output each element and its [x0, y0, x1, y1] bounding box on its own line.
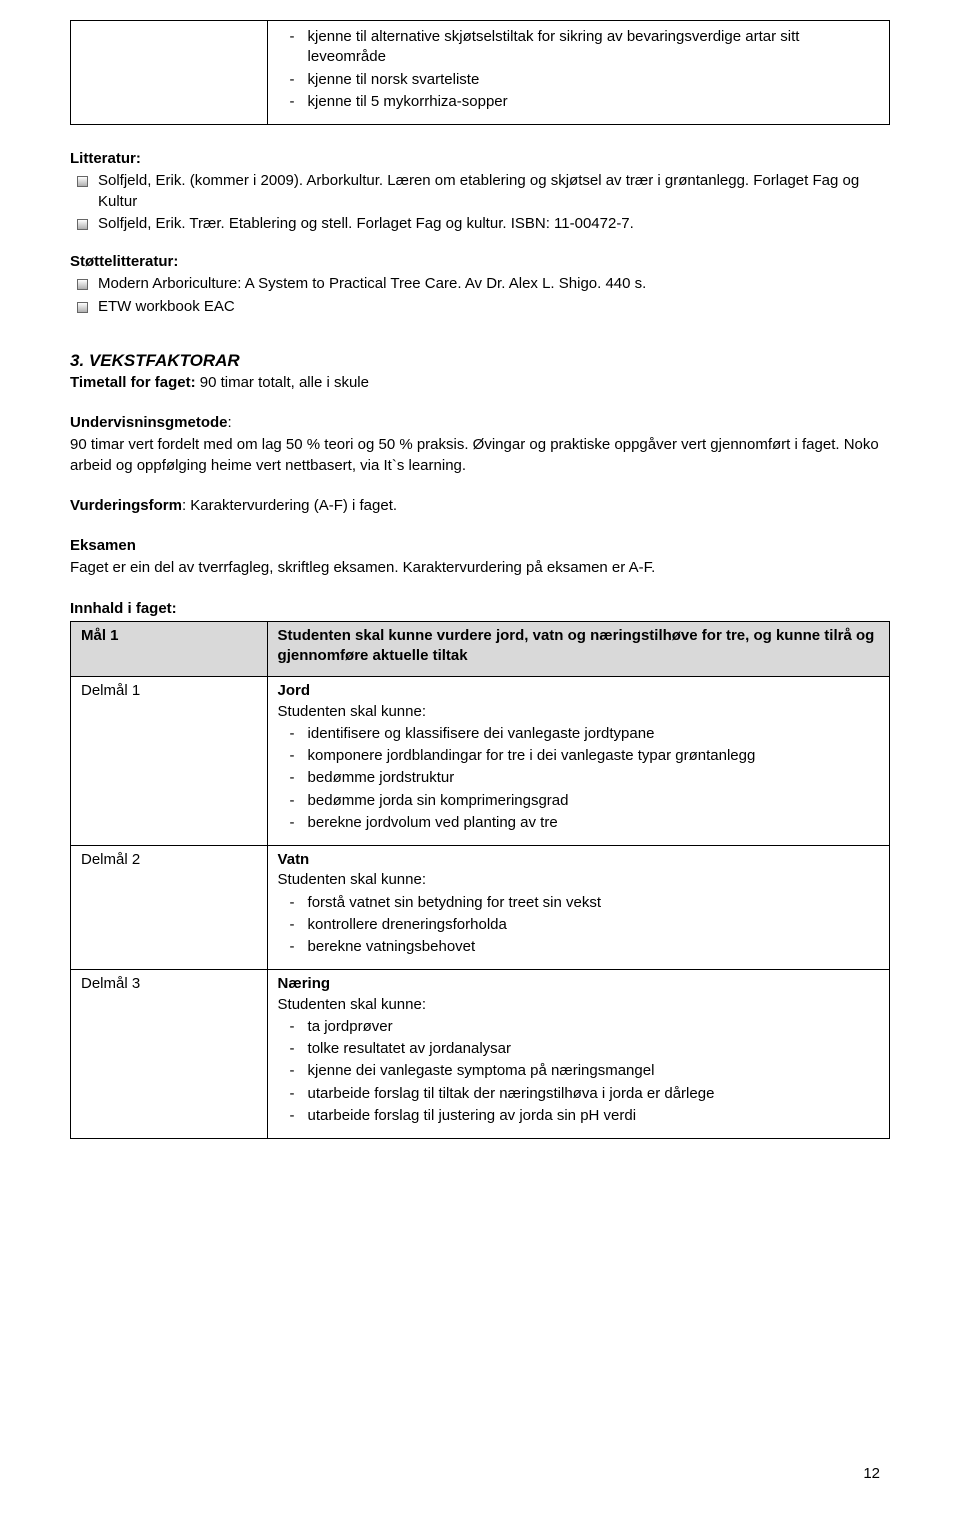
timetall-label: Timetall for faget: [70, 374, 196, 391]
stotte-item: Modern Arboriculture: A System to Practi… [70, 274, 890, 294]
delmal1-item: berekne jordvolum ved planting av tre [278, 813, 879, 833]
delmal2-row: Delmål 2 Vatn Studenten skal kunne: fors… [71, 846, 890, 970]
mal1-right: Studenten skal kunne vurdere jord, vatn … [267, 621, 889, 677]
top-box-item: kjenne til alternative skjøtselstiltak f… [278, 27, 879, 68]
delmal1-item: bedømme jordstruktur [278, 768, 879, 788]
delmal3-title: Næring [278, 974, 879, 994]
delmal2-lead: Studenten skal kunne: [278, 870, 879, 890]
delmal1-title: Jord [278, 681, 879, 701]
litteratur-item: Solfjeld, Erik. (kommer i 2009). Arborku… [70, 171, 890, 212]
timetall-text: 90 timar totalt, alle i skule [196, 374, 369, 391]
goal-header-row: Mål 1 Studenten skal kunne vurdere jord,… [71, 621, 890, 677]
delmal1-list: identifisere og klassifisere dei vanlega… [278, 724, 879, 833]
top-box-left-cell [71, 21, 268, 125]
delmal2-left: Delmål 2 [71, 846, 268, 970]
eksamen-text: Faget er ein del av tverrfagleg, skriftl… [70, 558, 890, 578]
delmal3-lead: Studenten skal kunne: [278, 995, 879, 1015]
top-box-list: kjenne til alternative skjøtselstiltak f… [278, 27, 879, 112]
delmal3-row: Delmål 3 Næring Studenten skal kunne: ta… [71, 970, 890, 1139]
top-box-table: kjenne til alternative skjøtselstiltak f… [70, 20, 890, 125]
section3-heading: 3. VEKSTFAKTORAR [70, 351, 890, 371]
document-page: kjenne til alternative skjøtselstiltak f… [0, 0, 960, 1522]
delmal3-item: kjenne dei vanlegaste symptoma på næring… [278, 1061, 879, 1081]
delmal2-title: Vatn [278, 850, 879, 870]
litteratur-heading: Litteratur: [70, 149, 890, 169]
goals-table: Mål 1 Studenten skal kunne vurdere jord,… [70, 621, 890, 1139]
undervisning-label: Undervisninsgmetode [70, 414, 228, 431]
stotte-section: Støttelitteratur: Modern Arboriculture: … [70, 252, 890, 317]
litteratur-item: Solfjeld, Erik. Trær. Etablering og stel… [70, 214, 890, 234]
litteratur-section: Litteratur: Solfjeld, Erik. (kommer i 20… [70, 149, 890, 234]
litteratur-list: Solfjeld, Erik. (kommer i 2009). Arborku… [70, 171, 890, 234]
delmal2-item: forstå vatnet sin betydning for treet si… [278, 893, 879, 913]
page-number: 12 [863, 1465, 880, 1482]
delmal1-item: komponere jordblandingar for tre i dei v… [278, 746, 879, 766]
top-box-item: kjenne til norsk svarteliste [278, 70, 879, 90]
delmal3-list: ta jordprøver tolke resultatet av jordan… [278, 1017, 879, 1126]
undervisning-label-line: Undervisninsgmetode: [70, 413, 890, 433]
vurdering-label: Vurderingsform [70, 497, 182, 514]
delmal3-left: Delmål 3 [71, 970, 268, 1139]
delmal1-item: bedømme jorda sin komprimeringsgrad [278, 791, 879, 811]
vurdering-text: : Karaktervurdering (A-F) i faget. [182, 497, 397, 514]
timetall-line: Timetall for faget: 90 timar totalt, all… [70, 373, 890, 393]
stotte-item: ETW workbook EAC [70, 297, 890, 317]
delmal3-item: tolke resultatet av jordanalysar [278, 1039, 879, 1059]
delmal1-right: Jord Studenten skal kunne: identifisere … [267, 677, 889, 846]
stotte-heading: Støttelitteratur: [70, 252, 890, 272]
stotte-list: Modern Arboriculture: A System to Practi… [70, 274, 890, 317]
delmal2-right: Vatn Studenten skal kunne: forstå vatnet… [267, 846, 889, 970]
delmal3-item: utarbeide forslag til tiltak der nærings… [278, 1084, 879, 1104]
delmal2-list: forstå vatnet sin betydning for treet si… [278, 893, 879, 958]
delmal1-lead: Studenten skal kunne: [278, 702, 879, 722]
delmal2-item: kontrollere dreneringsforholda [278, 915, 879, 935]
top-box-item: kjenne til 5 mykorrhiza-sopper [278, 92, 879, 112]
eksamen-label: Eksamen [70, 536, 890, 556]
top-box-right-cell: kjenne til alternative skjøtselstiltak f… [267, 21, 889, 125]
vurdering-line: Vurderingsform: Karaktervurdering (A-F) … [70, 496, 890, 516]
delmal1-item: identifisere og klassifisere dei vanlega… [278, 724, 879, 744]
delmal3-item: ta jordprøver [278, 1017, 879, 1037]
delmal2-item: berekne vatningsbehovet [278, 937, 879, 957]
delmal3-item: utarbeide forslag til justering av jorda… [278, 1106, 879, 1126]
delmal3-right: Næring Studenten skal kunne: ta jordprøv… [267, 970, 889, 1139]
innhald-label: Innhald i faget: [70, 599, 890, 619]
undervisning-text: 90 timar vert fordelt med om lag 50 % te… [70, 435, 890, 476]
delmal1-row: Delmål 1 Jord Studenten skal kunne: iden… [71, 677, 890, 846]
mal1-left: Mål 1 [71, 621, 268, 677]
delmal1-left: Delmål 1 [71, 677, 268, 846]
